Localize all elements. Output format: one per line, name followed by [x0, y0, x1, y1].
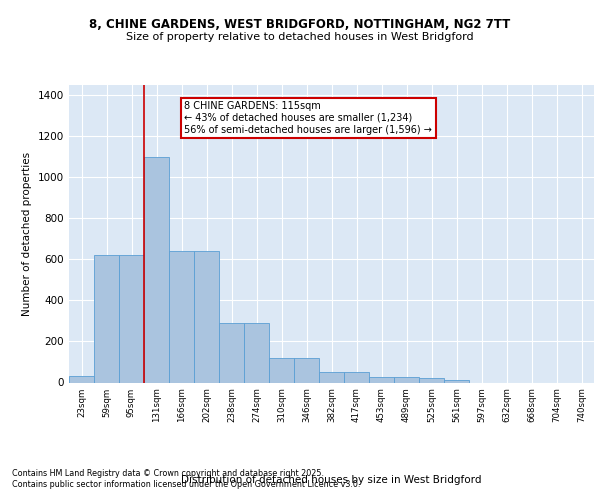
Text: Contains HM Land Registry data © Crown copyright and database right 2025.: Contains HM Land Registry data © Crown c…: [12, 468, 324, 477]
X-axis label: Distribution of detached houses by size in West Bridgford: Distribution of detached houses by size …: [181, 475, 482, 485]
Bar: [94, 256, 119, 382]
Bar: [294, 358, 319, 382]
Bar: [444, 380, 469, 382]
Bar: [419, 378, 444, 382]
Bar: [344, 372, 369, 382]
Bar: [169, 251, 194, 382]
Text: 8, CHINE GARDENS, WEST BRIDGFORD, NOTTINGHAM, NG2 7TT: 8, CHINE GARDENS, WEST BRIDGFORD, NOTTIN…: [89, 18, 511, 30]
Bar: [144, 157, 169, 382]
Text: 8 CHINE GARDENS: 115sqm
← 43% of detached houses are smaller (1,234)
56% of semi: 8 CHINE GARDENS: 115sqm ← 43% of detache…: [185, 102, 433, 134]
Bar: [319, 372, 344, 382]
Bar: [119, 256, 144, 382]
Bar: [69, 376, 94, 382]
Text: Size of property relative to detached houses in West Bridgford: Size of property relative to detached ho…: [126, 32, 474, 42]
Bar: [219, 323, 244, 382]
Bar: [244, 323, 269, 382]
Text: Contains public sector information licensed under the Open Government Licence v3: Contains public sector information licen…: [12, 480, 361, 489]
Y-axis label: Number of detached properties: Number of detached properties: [22, 152, 32, 316]
Bar: [394, 378, 419, 382]
Bar: [369, 378, 394, 382]
Bar: [269, 358, 294, 382]
Bar: [194, 251, 219, 382]
